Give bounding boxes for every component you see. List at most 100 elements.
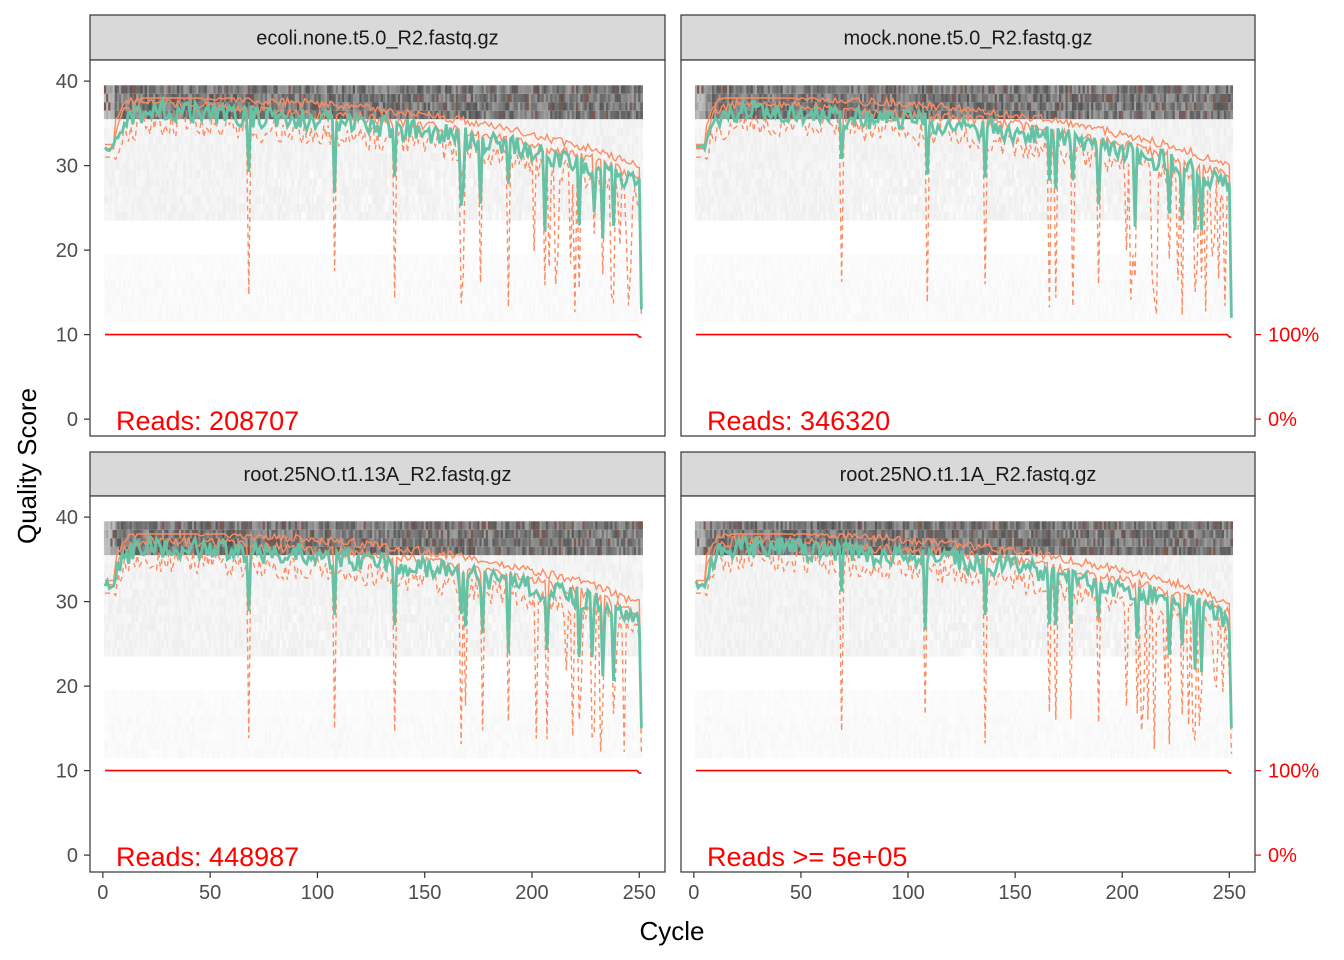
heat-tile [271, 186, 274, 196]
heat-tile [468, 254, 472, 263]
heat-tile [533, 262, 536, 272]
heat-tile [524, 152, 528, 162]
heat-tile [314, 195, 317, 204]
heat-tile [262, 161, 266, 170]
heat-tile [543, 152, 547, 162]
heat-tile [473, 93, 476, 103]
heat-tile [316, 271, 320, 280]
heat-tile [179, 119, 182, 128]
heat-tile [322, 195, 326, 204]
heat-tile [333, 102, 337, 111]
heat-tile [470, 93, 474, 103]
heat-tile [348, 305, 352, 314]
heat-tile [166, 296, 169, 306]
heat-tile [470, 203, 474, 213]
heat-tile [125, 254, 129, 263]
heat-tile [350, 212, 354, 221]
heat-tile [530, 127, 534, 137]
heat-tile [168, 178, 171, 187]
heat-tile [415, 161, 418, 170]
heat-tile [436, 169, 440, 179]
heat-tile [481, 254, 485, 263]
heat-tile [455, 152, 459, 162]
heat-tile [518, 93, 521, 103]
heat-tile [271, 288, 274, 297]
heat-tile [533, 271, 536, 280]
heat-tile [279, 144, 283, 153]
heat-tile [436, 186, 440, 196]
heat-tile [247, 203, 251, 213]
heat-tile [464, 169, 468, 179]
heat-tile [539, 262, 543, 272]
heat-tile [412, 102, 416, 111]
heat-tile [432, 195, 435, 204]
heat-tile [342, 169, 345, 179]
heat-tile [402, 203, 405, 213]
heat-tile [466, 254, 470, 263]
heat-tile [288, 161, 292, 170]
heat-tile [106, 85, 109, 94]
heat-tile [106, 279, 109, 289]
heat-tile [200, 195, 204, 204]
heat-tile [194, 288, 197, 297]
heat-tile [153, 305, 156, 314]
heat-tile [374, 313, 377, 322]
heat-tile [110, 203, 114, 213]
heat-tile [432, 271, 435, 280]
heat-tile [385, 85, 388, 94]
heat-tile [309, 271, 313, 280]
heat-tile [299, 186, 302, 196]
heat-tile [404, 93, 407, 103]
heat-tile [290, 203, 294, 213]
heat-tile [224, 169, 227, 179]
heat-tile [485, 152, 489, 162]
heat-tile [548, 212, 551, 221]
heat-tile [537, 271, 540, 280]
heat-tile [206, 262, 210, 272]
heat-tile [470, 254, 474, 263]
heat-tile [239, 152, 242, 162]
heat-tile [189, 313, 193, 322]
heat-tile [447, 271, 450, 280]
heat-tile [204, 110, 208, 120]
heat-tile [119, 305, 122, 314]
heat-tile [269, 110, 272, 120]
heat-tile [267, 127, 270, 137]
heat-tile [282, 262, 285, 272]
heat-tile [153, 271, 156, 280]
heat-tile [412, 254, 416, 263]
heat-tile [174, 313, 178, 322]
heat-tile [518, 279, 521, 289]
heat-tile [185, 144, 189, 153]
heat-tile [408, 195, 412, 204]
heat-tile [290, 254, 294, 263]
heat-tile [176, 127, 180, 137]
heat-tile [230, 85, 234, 94]
heat-tile [264, 186, 268, 196]
heat-tile [168, 271, 171, 280]
heat-tile [485, 110, 489, 120]
heat-tile [455, 305, 459, 314]
heat-tile [415, 186, 418, 196]
heat-tile [475, 136, 478, 145]
heat-tile [258, 305, 262, 314]
heat-tile [260, 262, 264, 272]
heat-tile [172, 169, 176, 179]
heat-tile [451, 271, 455, 280]
heat-tile [112, 178, 116, 187]
heat-tile [513, 161, 517, 170]
heat-tile [271, 136, 274, 145]
heat-tile [530, 271, 534, 280]
heat-tile [337, 93, 341, 103]
heat-tile [254, 85, 257, 94]
heat-tile [350, 102, 354, 111]
heat-tile [314, 271, 317, 280]
heat-tile [372, 152, 375, 162]
heat-tile [374, 136, 377, 145]
heat-tile [256, 161, 259, 170]
heat-tile [301, 186, 304, 196]
heat-tile [539, 279, 543, 289]
heat-tile [374, 178, 377, 187]
heat-tile [539, 195, 543, 204]
heat-tile [515, 161, 519, 170]
